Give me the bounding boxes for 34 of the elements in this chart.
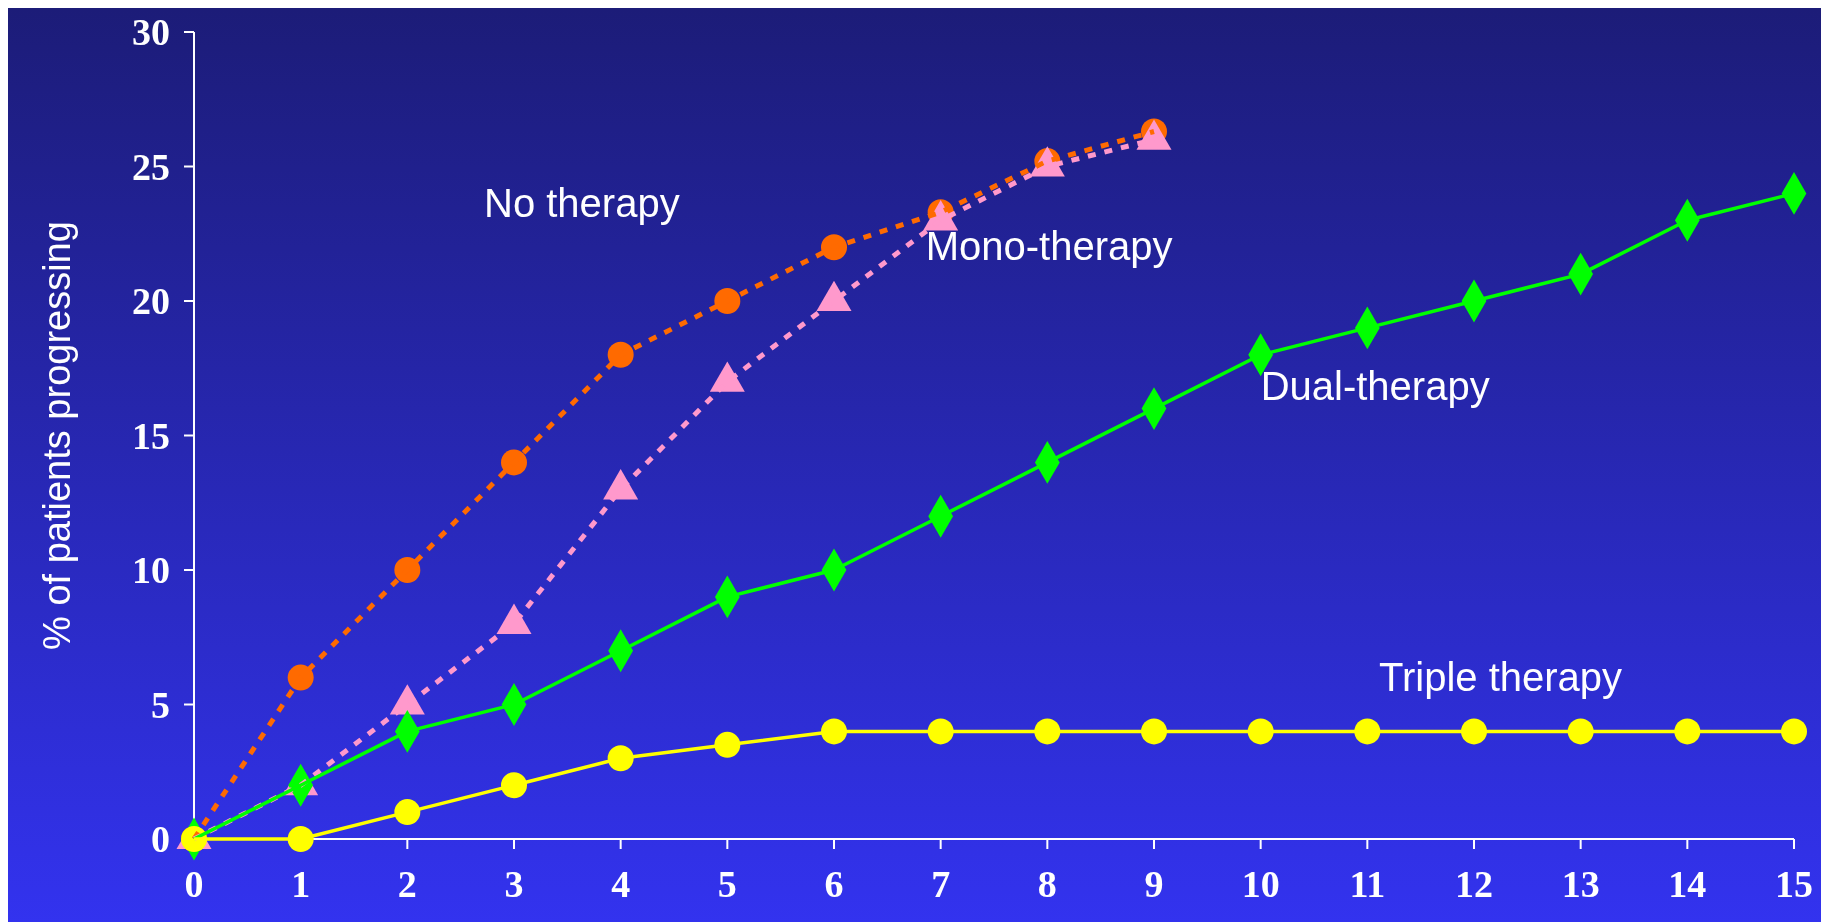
- y-tick-label: 15: [132, 414, 170, 457]
- point: [501, 449, 527, 476]
- x-tick-label: 5: [717, 863, 737, 905]
- x-tick-label: 0: [184, 863, 204, 905]
- y-tick-label: 0: [151, 818, 170, 861]
- series-label: No therapy: [484, 181, 680, 226]
- x-tick-label: 12: [1455, 863, 1493, 905]
- series-label: Dual-therapy: [1260, 363, 1490, 408]
- y-tick-label: 20: [132, 280, 170, 323]
- point: [394, 557, 421, 583]
- y-tick-label: 25: [132, 145, 170, 188]
- x-tick-label: 14: [1668, 863, 1707, 905]
- x-tick-label: 7: [931, 863, 951, 905]
- x-tick-label: 9: [1144, 863, 1164, 905]
- x-tick-label: 2: [397, 863, 417, 905]
- x-tick-label: 6: [824, 863, 844, 905]
- y-tick-label: 5: [151, 683, 170, 726]
- x-tick-label: 10: [1241, 863, 1280, 905]
- y-tick-label: 10: [132, 549, 170, 592]
- x-tick-label: 8: [1037, 863, 1057, 905]
- point: [607, 341, 634, 368]
- series-label: Triple therapy: [1379, 655, 1623, 700]
- series-label: Mono-therapy: [925, 224, 1173, 269]
- y-axis-title: % of patients progressing: [36, 221, 78, 650]
- x-tick-label: 4: [611, 863, 631, 905]
- x-tick-label: 3: [504, 863, 524, 905]
- x-tick-label: 1: [291, 863, 311, 905]
- point: [714, 288, 741, 314]
- y-tick-label: 30: [132, 11, 170, 54]
- point: [821, 234, 847, 261]
- x-tick-label: 13: [1561, 863, 1600, 905]
- x-tick-label: 15: [1775, 863, 1813, 905]
- point: [1781, 718, 1807, 745]
- x-tick-label: 11: [1349, 863, 1386, 905]
